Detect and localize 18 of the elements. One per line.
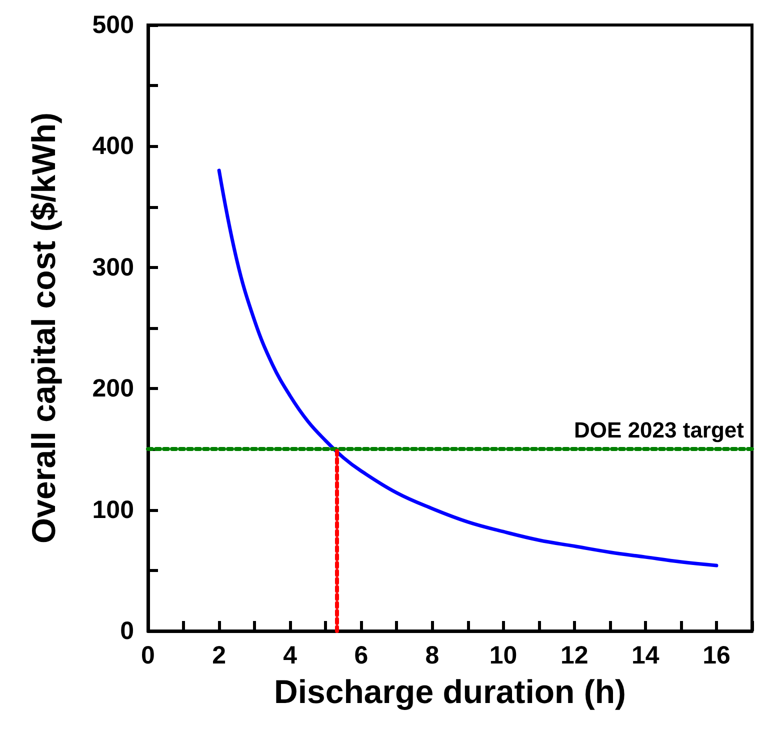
y-tick-label: 100 [92, 496, 134, 524]
y-tick-label: 300 [92, 253, 134, 282]
x-tick-label: 2 [212, 642, 226, 670]
x-tick-label: 16 [702, 642, 730, 670]
x-tick-label: 6 [354, 642, 368, 670]
x-tick-label: 10 [489, 642, 518, 670]
x-tick-label: 8 [425, 642, 440, 670]
y-tick-label: 500 [92, 11, 134, 39]
y-axis-title: Overall capital cost ($/kWh) [25, 112, 62, 544]
x-tick-label: 12 [560, 642, 588, 670]
x-tick-label: 14 [632, 642, 660, 670]
y-tick-label: 200 [92, 374, 134, 403]
y-tick-label: 0 [120, 617, 134, 645]
ref-line-label: DOE 2023 target [574, 418, 745, 443]
x-axis-title: Discharge duration (h) [274, 673, 626, 710]
x-tick-label: 0 [141, 642, 155, 670]
x-tick-label: 4 [283, 642, 298, 670]
y-tick-label: 400 [92, 132, 134, 160]
